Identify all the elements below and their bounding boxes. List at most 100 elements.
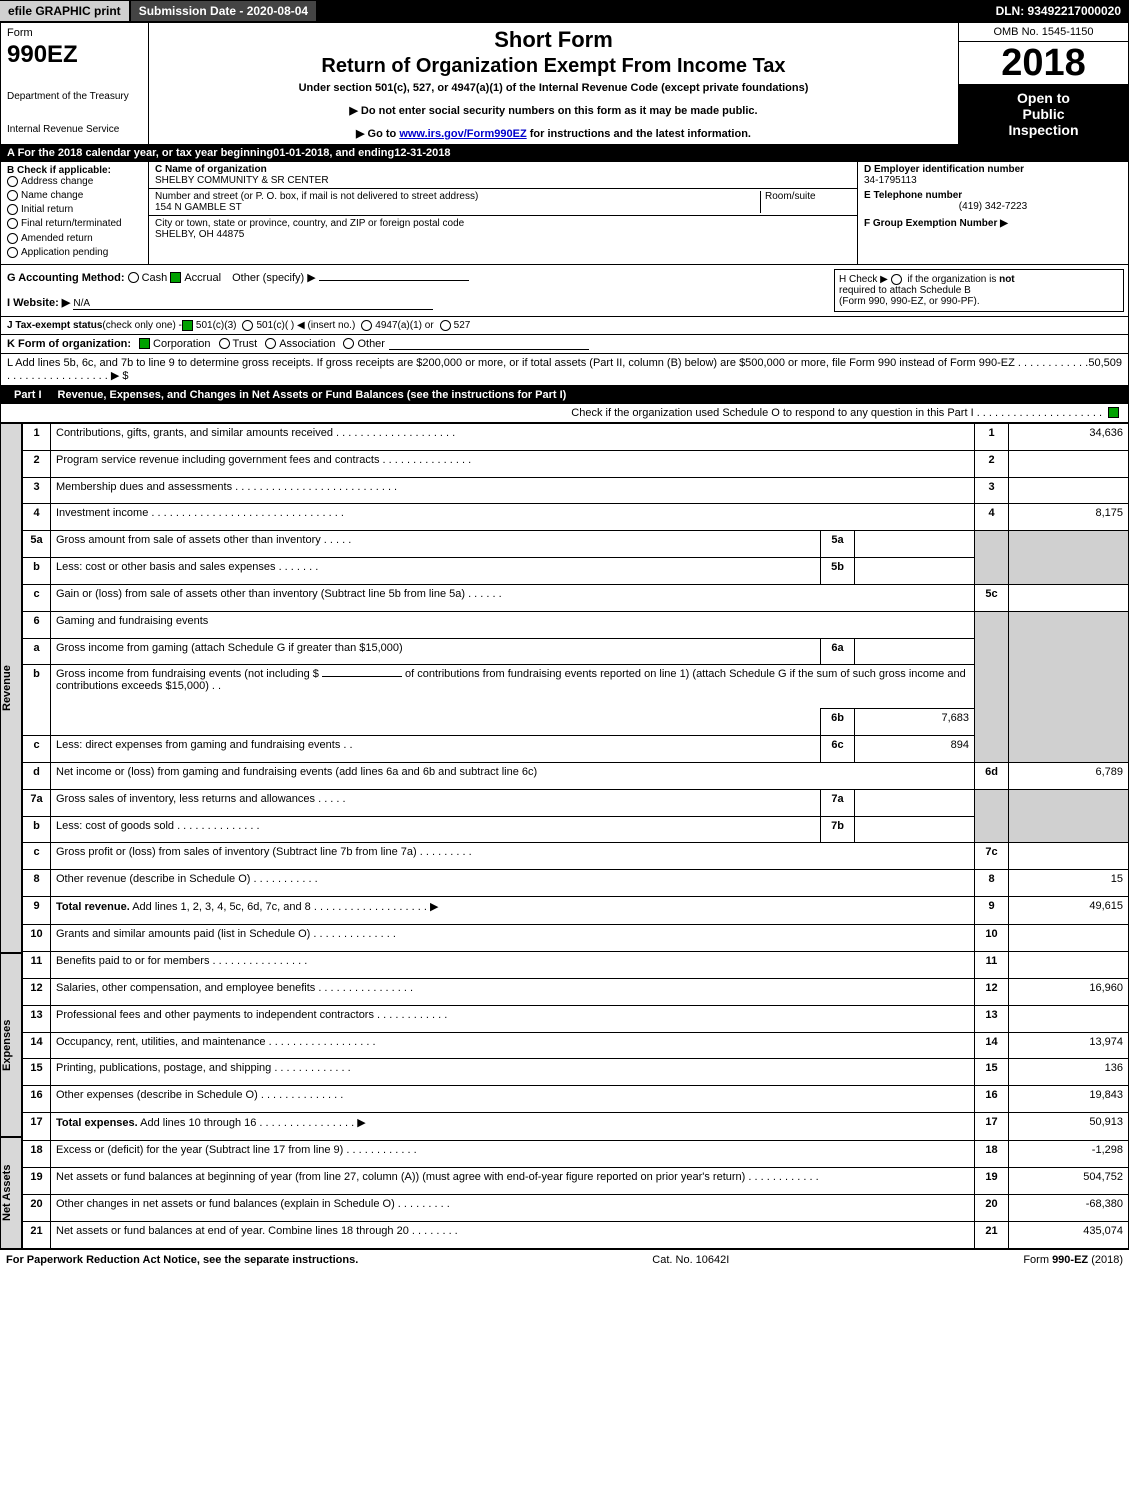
box-7c: 7c: [975, 843, 1009, 870]
txt-9: Total revenue. Add lines 1, 2, 3, 4, 5c,…: [51, 897, 975, 925]
g-cash-radio[interactable]: [128, 272, 139, 283]
iamt-6b: 7,683: [855, 709, 975, 736]
form-number: 990EZ: [7, 41, 142, 69]
table-row: 18Excess or (deficit) for the year (Subt…: [23, 1141, 1129, 1168]
e-phone-value: (419) 342-7223: [864, 201, 1122, 212]
cb-address-change[interactable]: Address change: [7, 176, 142, 187]
6b-amount-input[interactable]: [322, 676, 402, 677]
amt-17: 50,913: [1009, 1113, 1129, 1141]
box-1: 1: [975, 423, 1009, 450]
open-public-inspection: Open to Public Inspection: [959, 84, 1128, 144]
txt-1: Contributions, gifts, grants, and simila…: [51, 423, 975, 450]
table-row: 9Total revenue. Add lines 1, 2, 3, 4, 5c…: [23, 897, 1129, 925]
col-b-checkboxes: B Check if applicable: Address change Na…: [1, 162, 149, 264]
box-20: 20: [975, 1194, 1009, 1221]
iamt-6a: [855, 638, 975, 665]
form-header: Form 990EZ Department of the Treasury In…: [0, 22, 1129, 145]
part1-schedule-o-check[interactable]: [1108, 407, 1119, 418]
irs-link[interactable]: www.irs.gov/Form990EZ: [399, 128, 526, 140]
j-501c-radio[interactable]: [242, 320, 253, 331]
cb-final-return[interactable]: Final return/terminated: [7, 218, 142, 229]
g-accrual-check[interactable]: [170, 272, 181, 283]
cb-initial-return[interactable]: Initial return: [7, 204, 142, 215]
ln-5a: 5a: [23, 531, 51, 558]
amt-6d: 6,789: [1009, 762, 1129, 789]
ln-6d: d: [23, 762, 51, 789]
col-c-org-info: C Name of organization SHELBY COMMUNITY …: [149, 162, 858, 264]
k-corp-check[interactable]: [139, 338, 150, 349]
submission-date-button[interactable]: Submission Date - 2020-08-04: [131, 1, 316, 21]
k-o3: Association: [279, 338, 335, 350]
cb-amended-return[interactable]: Amended return: [7, 233, 142, 244]
box-12: 12: [975, 978, 1009, 1005]
c-name-value: SHELBY COMMUNITY & SR CENTER: [155, 175, 329, 186]
line-a-tax-year: A For the 2018 calendar year, or tax yea…: [0, 145, 1129, 162]
amt-5c: [1009, 584, 1129, 611]
k-other-radio[interactable]: [343, 338, 354, 349]
ln-8: 8: [23, 870, 51, 897]
efile-print-button[interactable]: efile GRAPHIC print: [0, 1, 129, 21]
open-line2: Public: [963, 106, 1124, 122]
line-a-pre: A For the 2018 calendar year, or tax yea…: [7, 147, 273, 159]
table-row: 15Printing, publications, postage, and s…: [23, 1059, 1129, 1086]
dept-treasury: Department of the Treasury: [7, 91, 142, 102]
cb-application-pending[interactable]: Application pending: [7, 247, 142, 258]
footer-mid: Cat. No. 10642I: [652, 1254, 729, 1266]
ln-7a: 7a: [23, 789, 51, 816]
c-city-label: City or town, state or province, country…: [155, 218, 464, 229]
amt-10: [1009, 925, 1129, 952]
amt-9: 49,615: [1009, 897, 1129, 925]
l-text: L Add lines 5b, 6c, and 7b to line 9 to …: [7, 357, 1088, 382]
j-501c3-check[interactable]: [182, 320, 193, 331]
box-10: 10: [975, 925, 1009, 952]
c-city-value: SHELBY, OH 44875: [155, 229, 244, 240]
table-row: cGain or (loss) from sale of assets othe…: [23, 584, 1129, 611]
k-o1: Corporation: [153, 338, 210, 350]
ibox-6c: 6c: [821, 736, 855, 763]
ln-6b: b: [23, 665, 51, 736]
ln-7c: c: [23, 843, 51, 870]
h-check[interactable]: [891, 274, 902, 285]
ln-19: 19: [23, 1168, 51, 1195]
ln-4: 4: [23, 504, 51, 531]
shade-7: [975, 789, 1009, 843]
txt-3: Membership dues and assessments . . . . …: [51, 477, 975, 504]
j-527-radio[interactable]: [440, 320, 451, 331]
txt-6c: Less: direct expenses from gaming and fu…: [51, 736, 821, 763]
txt-21: Net assets or fund balances at end of ye…: [51, 1221, 975, 1248]
txt-18: Excess or (deficit) for the year (Subtra…: [51, 1141, 975, 1168]
c-name-block: C Name of organization SHELBY COMMUNITY …: [149, 162, 857, 189]
header-left: Form 990EZ Department of the Treasury In…: [1, 23, 149, 144]
box-6d: 6d: [975, 762, 1009, 789]
box-2: 2: [975, 450, 1009, 477]
ln-15: 15: [23, 1059, 51, 1086]
open-line1: Open to: [963, 90, 1124, 106]
j-label: J Tax-exempt status: [7, 320, 102, 331]
vtab-net-assets: Net Assets: [0, 1137, 22, 1249]
k-trust-radio[interactable]: [219, 338, 230, 349]
h-line2: required to attach Schedule B: [839, 285, 971, 296]
table-row: cLess: direct expenses from gaming and f…: [23, 736, 1129, 763]
ln-6: 6: [23, 611, 51, 638]
j-4947-radio[interactable]: [361, 320, 372, 331]
table-row: bLess: cost or other basis and sales exp…: [23, 558, 1129, 585]
line-a-mid: , and ending: [329, 147, 394, 159]
return-subtitle: Under section 501(c), 527, or 4947(a)(1)…: [155, 82, 952, 94]
txt-15: Printing, publications, postage, and shi…: [51, 1059, 975, 1086]
c-addr-label: Number and street (or P. O. box, if mail…: [155, 191, 478, 202]
k-other-input[interactable]: [389, 338, 589, 350]
part1-check-row: Check if the organization used Schedule …: [0, 404, 1129, 423]
table-row: 2Program service revenue including gover…: [23, 450, 1129, 477]
g-other-input[interactable]: [319, 280, 469, 281]
i-label: I Website: ▶: [7, 297, 70, 309]
open-line3: Inspection: [963, 122, 1124, 138]
amt-21: 435,074: [1009, 1221, 1129, 1248]
table-row: 14Occupancy, rent, utilities, and mainte…: [23, 1032, 1129, 1059]
k-assoc-radio[interactable]: [265, 338, 276, 349]
ibox-7b: 7b: [821, 816, 855, 843]
dln-label: DLN: 93492217000020: [996, 4, 1129, 18]
cb-name-change[interactable]: Name change: [7, 190, 142, 201]
amt-15: 136: [1009, 1059, 1129, 1086]
txt-10: Grants and similar amounts paid (list in…: [51, 925, 975, 952]
goto-link-line: ▶ Go to www.irs.gov/Form990EZ for instru…: [155, 127, 952, 140]
